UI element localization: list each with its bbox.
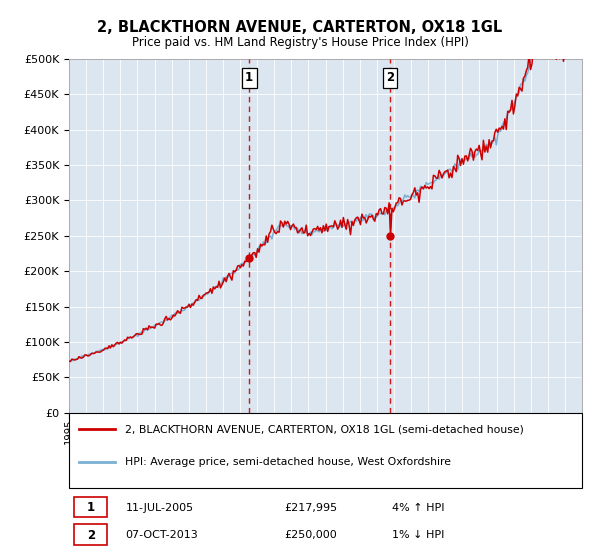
Text: 07-OCT-2013: 07-OCT-2013: [125, 530, 198, 540]
Text: 2: 2: [87, 529, 95, 542]
Text: 1: 1: [245, 72, 253, 85]
Text: 1: 1: [87, 501, 95, 515]
Text: 4% ↑ HPI: 4% ↑ HPI: [392, 503, 445, 513]
Text: 2: 2: [386, 72, 394, 85]
FancyBboxPatch shape: [74, 497, 107, 517]
Text: 11-JUL-2005: 11-JUL-2005: [125, 503, 194, 513]
Text: 2, BLACKTHORN AVENUE, CARTERTON, OX18 1GL: 2, BLACKTHORN AVENUE, CARTERTON, OX18 1G…: [97, 20, 503, 35]
Text: HPI: Average price, semi-detached house, West Oxfordshire: HPI: Average price, semi-detached house,…: [125, 457, 451, 466]
Text: £217,995: £217,995: [284, 503, 338, 513]
FancyBboxPatch shape: [74, 524, 107, 545]
Text: £250,000: £250,000: [284, 530, 337, 540]
Text: 1% ↓ HPI: 1% ↓ HPI: [392, 530, 445, 540]
Text: 2, BLACKTHORN AVENUE, CARTERTON, OX18 1GL (semi-detached house): 2, BLACKTHORN AVENUE, CARTERTON, OX18 1G…: [125, 424, 524, 434]
FancyBboxPatch shape: [69, 413, 582, 488]
Text: Price paid vs. HM Land Registry's House Price Index (HPI): Price paid vs. HM Land Registry's House …: [131, 36, 469, 49]
